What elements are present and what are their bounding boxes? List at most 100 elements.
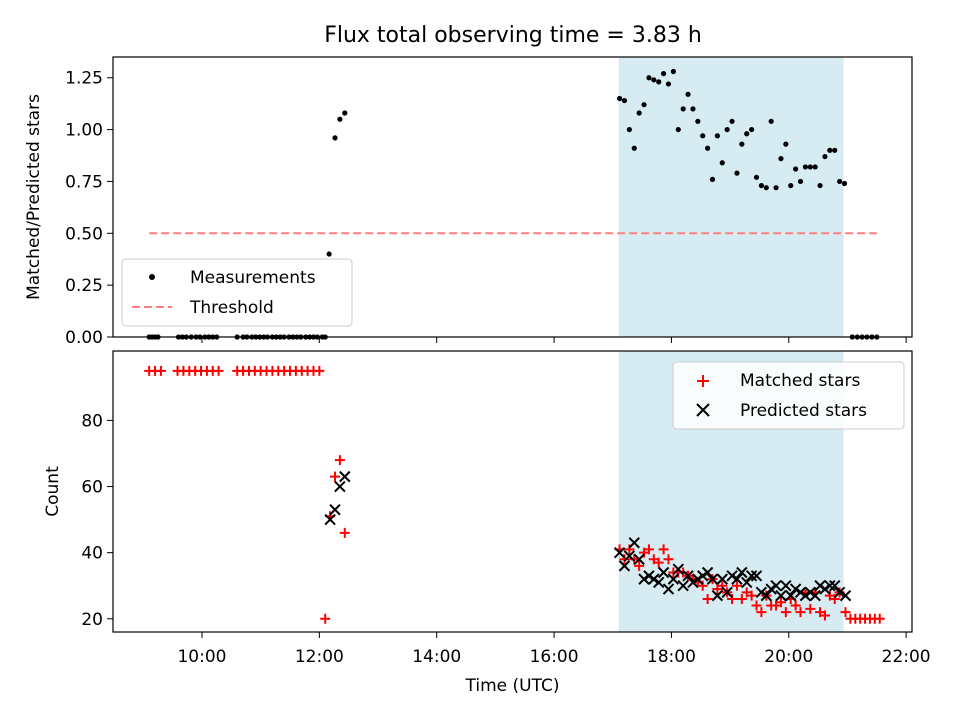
top-plot: 0.00 0.25 0.50 0.75 1.00 1.25 Matched/Predicte… [24,56,913,348]
legend-box [672,361,905,430]
measurement-point [651,77,657,83]
measurement-point [675,126,681,133]
measurement-point [326,251,332,257]
predicted-star-marker [692,573,704,585]
matched-star-marker [643,544,654,555]
predicted-star-marker [731,573,743,585]
measurement-point [797,178,804,185]
predicted-star-marker [648,573,660,585]
legend: Measurements Threshold [121,258,353,327]
measurement-point [739,141,745,147]
matched-star-marker [840,607,851,618]
legend-measurement-swatch [149,274,155,280]
predicted-star-marker [833,586,846,599]
y-axis-label: Count [43,466,63,517]
x-tick-label: 20:00 [764,647,813,667]
matched-star-marker [663,554,674,565]
y-tick-label: 60 [81,478,103,498]
predicted-star-marker [697,570,709,582]
matched-star-marker [829,593,840,604]
measurement-point [705,145,711,151]
y-tick-label: 20 [81,610,103,630]
matched-star-marker [213,365,224,376]
measurement-point [763,185,769,191]
measurement-point [641,102,647,108]
predicted-star-marker [829,580,841,592]
predicted-star-marker [809,589,821,602]
y-tick-label: 1.00 [65,121,103,141]
predicted-star-marker [339,470,351,483]
matched-star-marker [624,544,635,555]
measurement-point [832,147,838,153]
measurement-point [656,79,662,85]
legend-matched-swatch [697,375,709,387]
measurement-point [665,81,672,87]
matched-star-marker [329,471,340,482]
matched-star-marker [731,580,742,591]
measurement-point [700,133,706,139]
predicted-star-marker [726,570,738,582]
matched-star-marker [746,590,757,601]
measurement-point [342,110,348,116]
y-tick-label: 0.75 [65,172,103,192]
measurement-point [646,75,652,81]
measurement-point [616,95,623,102]
bottom-plot: 20 40 60 80 10:00 12:00 14:00 16:00 18:00 20:00 22… [43,350,931,696]
x-tick-label: 18:00 [647,647,696,667]
predicted-star-marker [785,589,797,602]
predicted-star-marker [324,513,336,526]
matched-star-marker [658,544,669,555]
axes-frame [112,56,913,338]
y-tick-label: 0.50 [65,224,103,244]
measurement-point [807,164,813,170]
measurement-point [680,106,686,112]
matched-star-marker [334,455,345,466]
predicted-star-marker [628,537,640,549]
measurement-point [685,91,691,97]
predicted-star-marker [765,583,777,595]
predicted-star-marker [672,563,684,575]
matched-star-marker [736,593,747,604]
predicted-star-marker [687,576,699,589]
x-tick-label: 10:00 [177,647,226,667]
matched-star-marker [702,593,713,604]
predicted-star-marker [613,546,626,559]
y-tick-label: 0.00 [65,328,103,348]
predicted-star-marker [334,480,346,493]
measurement-point [812,164,818,170]
predicted-star-marker [706,573,719,585]
predicted-star-marker [657,566,670,579]
figure-title: Flux total observing time = 3.83 h [324,23,702,48]
matched-star-marker [314,365,325,376]
matched-star-marker [629,554,640,565]
y-tick-label: 40 [81,544,103,564]
predicted-star-marker [741,576,753,589]
predicted-star-marker [839,589,852,602]
matched-star-marker [819,610,830,621]
measurement-point [670,68,676,75]
predicted-star-marker [677,580,689,592]
measurement-point [788,182,794,189]
measurement-point [636,110,642,116]
legend-measurements-label: Measurements [190,268,316,288]
measurement-point [827,147,833,153]
matched-star-marker [619,554,630,565]
predicted-star-marker [633,553,645,565]
matched-star-marker [653,557,664,568]
matched-star-marker [697,580,708,591]
matched-star-marker [320,613,331,624]
matched-star-marker [634,560,645,571]
predicted-star-marker [750,570,763,582]
y-tick-label: 1.25 [65,69,103,89]
measurement-point [709,176,716,182]
predicted-star-marker [721,586,733,599]
measurement-point [660,70,667,77]
predicted-star-marker [716,573,728,585]
predicted-star-marker [770,580,782,592]
predicted-star-marker [794,586,807,599]
predicted-star-marker [329,503,341,516]
measurement-point [841,180,848,187]
measurement-point [332,135,338,141]
y-tick-label: 80 [81,411,103,431]
